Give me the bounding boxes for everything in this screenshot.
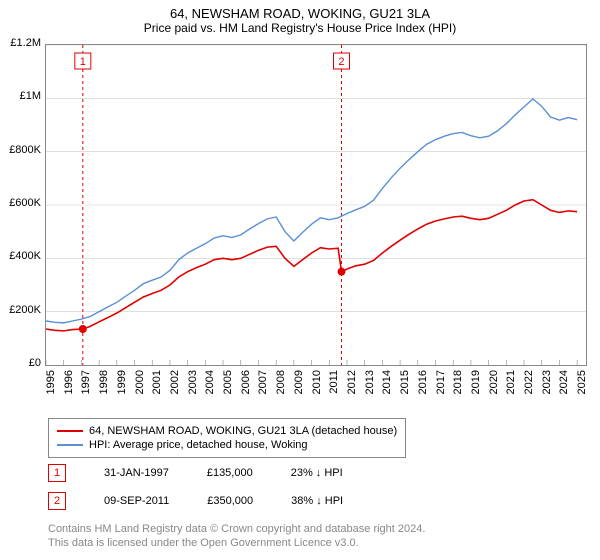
transaction-delta-1: 23% ↓ HPI [291,467,343,479]
legend-swatch-hpi [57,444,83,446]
legend: 64, NEWSHAM ROAD, WOKING, GU21 3LA (deta… [48,418,406,458]
chart-plot-area: 12 [45,44,587,366]
svg-text:2: 2 [338,56,344,68]
transaction-row-2: 2 09-SEP-2011 £350,000 38% ↓ HPI [48,492,343,510]
legend-label-property: 64, NEWSHAM ROAD, WOKING, GU21 3LA (deta… [89,425,397,437]
transaction-date-1: 31-JAN-1997 [104,467,169,479]
chart-title: 64, NEWSHAM ROAD, WOKING, GU21 3LA [0,0,600,21]
transaction-row-1: 1 31-JAN-1997 £135,000 23% ↓ HPI [48,464,343,482]
legend-item-hpi: HPI: Average price, detached house, Woki… [57,439,397,451]
transaction-date-2: 09-SEP-2011 [104,495,169,507]
footnote-line-1: Contains HM Land Registry data © Crown c… [48,523,425,535]
svg-text:1: 1 [80,56,86,68]
legend-label-hpi: HPI: Average price, detached house, Woki… [89,439,308,451]
chart-subtitle: Price paid vs. HM Land Registry's House … [0,21,600,39]
footnote-line-2: This data is licensed under the Open Gov… [48,537,359,549]
legend-item-property: 64, NEWSHAM ROAD, WOKING, GU21 3LA (deta… [57,425,397,437]
transaction-price-2: £350,000 [207,495,253,507]
transaction-delta-2: 38% ↓ HPI [291,495,343,507]
footnote: Contains HM Land Registry data © Crown c… [48,522,425,551]
legend-swatch-property [57,430,83,432]
transaction-price-1: £135,000 [207,467,253,479]
marker-box-1: 1 [48,464,66,482]
marker-box-2: 2 [48,492,66,510]
